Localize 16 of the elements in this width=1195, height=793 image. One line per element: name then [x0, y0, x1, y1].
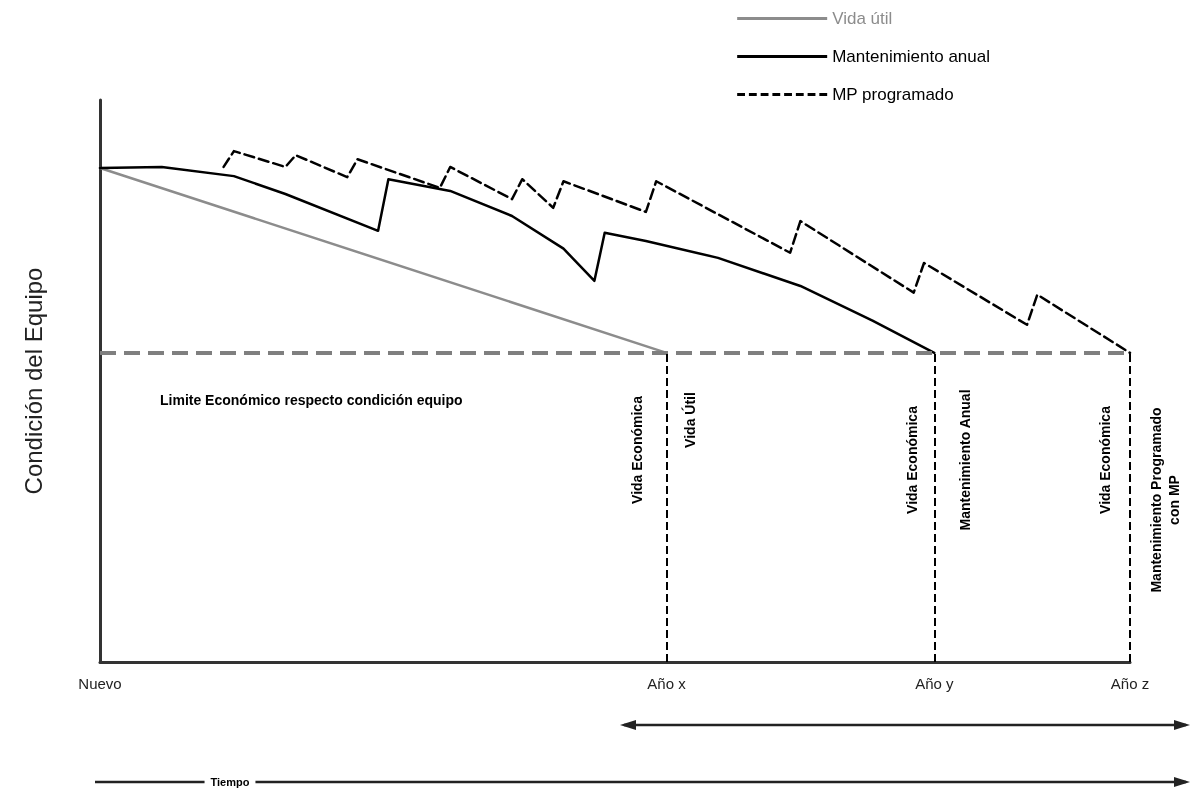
x-tick-label: Año x	[647, 675, 687, 692]
text: Tiempo	[210, 776, 250, 788]
text: Mantenimiento Programado con MP	[1148, 407, 1182, 593]
x-tick-label: Año z	[1110, 675, 1150, 692]
legend-label: Mantenimiento anual	[832, 47, 991, 66]
x-tick-label: Nuevo	[78, 675, 122, 692]
annotation: Vida Económica	[1097, 405, 1113, 514]
annotation: Mantenimiento Anual	[957, 389, 973, 531]
legend-label: MP programado	[832, 85, 954, 104]
annotation: Vida Económica	[904, 405, 920, 514]
annotation: Vida Útil	[681, 392, 698, 448]
y-axis-title: Condición del Equipo	[19, 267, 47, 495]
legend-label: Vida útil	[832, 9, 893, 28]
ref-line-label: Limite Económico respecto condición equipo	[160, 391, 463, 408]
annotation: Vida Económica	[629, 395, 645, 504]
x-tick-label: Año y	[915, 675, 954, 692]
